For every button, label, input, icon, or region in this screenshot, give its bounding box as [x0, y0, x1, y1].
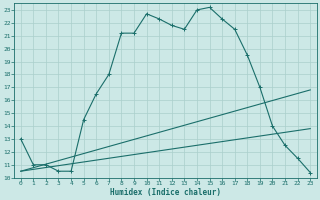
X-axis label: Humidex (Indice chaleur): Humidex (Indice chaleur)	[110, 188, 221, 197]
